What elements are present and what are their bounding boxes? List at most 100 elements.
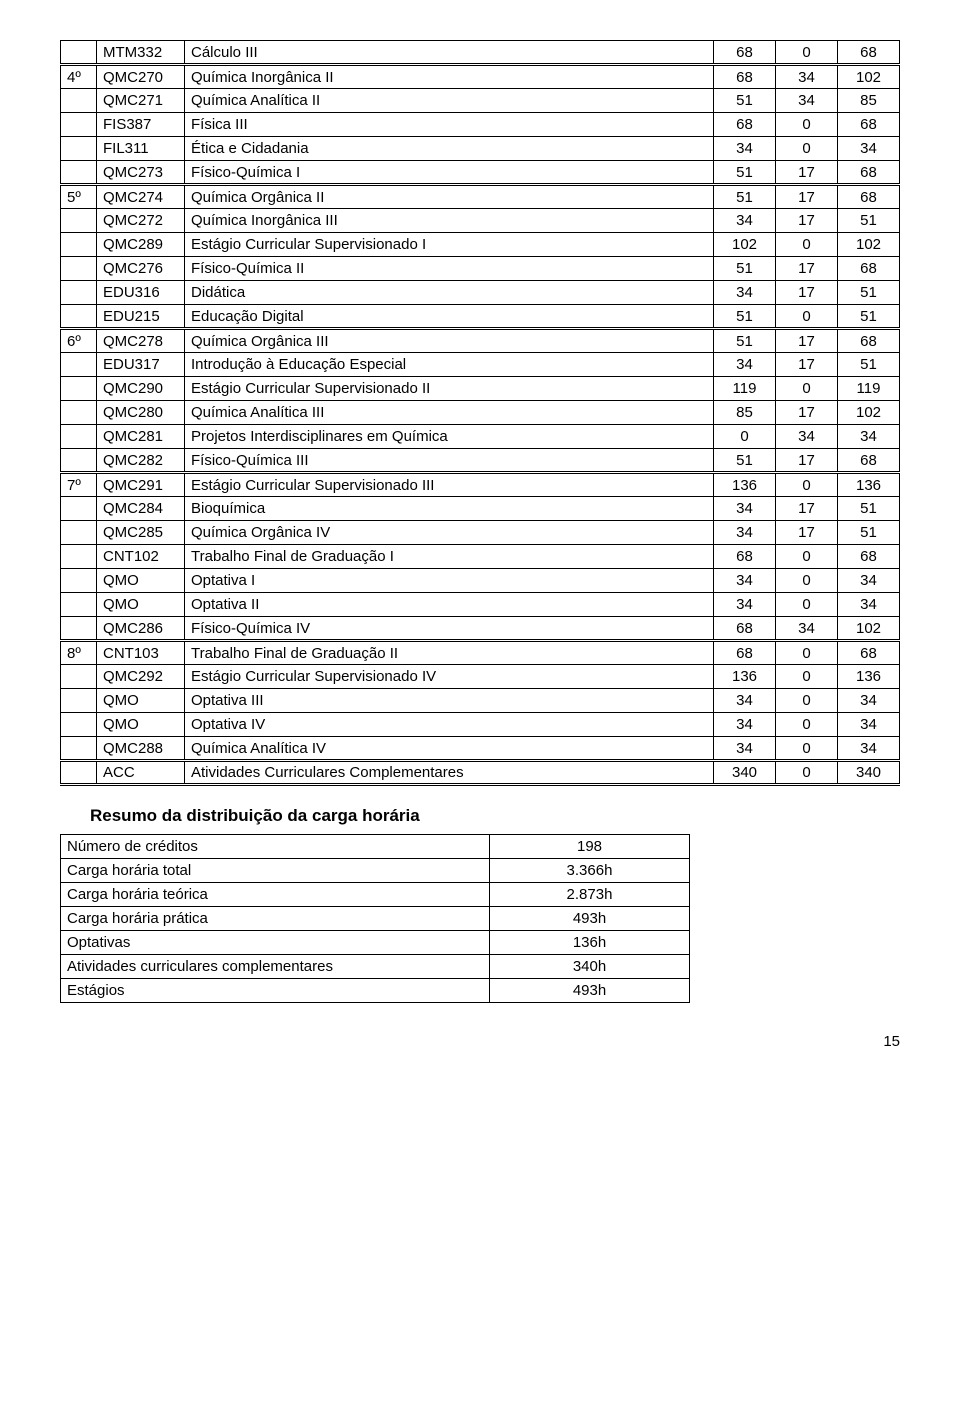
code-cell: QMO: [97, 593, 185, 617]
page-number: 15: [60, 1033, 900, 1050]
hours-3-cell: 136: [838, 473, 900, 497]
code-cell: QMC289: [97, 233, 185, 257]
hours-2-cell: 17: [776, 185, 838, 209]
hours-2-cell: 0: [776, 713, 838, 737]
hours-2-cell: 0: [776, 689, 838, 713]
hours-1-cell: 34: [714, 713, 776, 737]
name-cell: Química Orgânica II: [185, 185, 714, 209]
hours-3-cell: 102: [838, 617, 900, 641]
table-row: CNT102Trabalho Final de Graduação I68068: [61, 545, 900, 569]
code-cell: QMC270: [97, 65, 185, 89]
hours-1-cell: 51: [714, 449, 776, 473]
semester-cell: [61, 161, 97, 185]
hours-1-cell: 34: [714, 689, 776, 713]
code-cell: QMC271: [97, 89, 185, 113]
name-cell: Optativa III: [185, 689, 714, 713]
semester-cell: 6º: [61, 329, 97, 353]
hours-3-cell: 102: [838, 65, 900, 89]
hours-1-cell: 119: [714, 377, 776, 401]
code-cell: EDU316: [97, 281, 185, 305]
table-row: Número de créditos198: [61, 835, 690, 859]
hours-1-cell: 34: [714, 521, 776, 545]
semester-cell: [61, 689, 97, 713]
semester-cell: 5º: [61, 185, 97, 209]
semester-cell: [61, 713, 97, 737]
name-cell: Bioquímica: [185, 497, 714, 521]
hours-3-cell: 51: [838, 281, 900, 305]
summary-label-cell: Optativas: [61, 931, 490, 955]
code-cell: QMO: [97, 569, 185, 593]
hours-2-cell: 0: [776, 593, 838, 617]
summary-title: Resumo da distribuição da carga horária: [90, 806, 900, 826]
table-row: QMC272Química Inorgânica III341751: [61, 209, 900, 233]
hours-2-cell: 17: [776, 353, 838, 377]
semester-cell: [61, 209, 97, 233]
hours-3-cell: 85: [838, 89, 900, 113]
semester-cell: [61, 617, 97, 641]
table-row: QMC280Química Analítica III8517102: [61, 401, 900, 425]
hours-3-cell: 34: [838, 713, 900, 737]
hours-3-cell: 68: [838, 161, 900, 185]
hours-1-cell: 51: [714, 185, 776, 209]
summary-label-cell: Carga horária total: [61, 859, 490, 883]
table-row: EDU317Introdução à Educação Especial3417…: [61, 353, 900, 377]
hours-1-cell: 34: [714, 593, 776, 617]
code-cell: QMC280: [97, 401, 185, 425]
hours-1-cell: 34: [714, 209, 776, 233]
summary-value-cell: 493h: [490, 907, 690, 931]
hours-1-cell: 68: [714, 113, 776, 137]
code-cell: FIL311: [97, 137, 185, 161]
table-row: FIL311Ética e Cidadania34034: [61, 137, 900, 161]
code-cell: EDU215: [97, 305, 185, 329]
table-row: QMC282Físico-Química III511768: [61, 449, 900, 473]
summary-value-cell: 198: [490, 835, 690, 859]
table-row: EDU316Didática341751: [61, 281, 900, 305]
table-row: Optativas136h: [61, 931, 690, 955]
hours-1-cell: 34: [714, 281, 776, 305]
hours-1-cell: 51: [714, 305, 776, 329]
code-cell: QMC288: [97, 737, 185, 761]
semester-cell: 8º: [61, 641, 97, 665]
name-cell: Atividades Curriculares Complementares: [185, 761, 714, 785]
name-cell: Química Inorgânica III: [185, 209, 714, 233]
semester-cell: [61, 41, 97, 65]
name-cell: Físico-Química IV: [185, 617, 714, 641]
code-cell: QMC292: [97, 665, 185, 689]
hours-3-cell: 68: [838, 545, 900, 569]
table-row: 7ºQMC291Estágio Curricular Supervisionad…: [61, 473, 900, 497]
hours-2-cell: 17: [776, 209, 838, 233]
hours-1-cell: 34: [714, 569, 776, 593]
semester-cell: [61, 545, 97, 569]
code-cell: QMC278: [97, 329, 185, 353]
table-row: Carga horária teórica2.873h: [61, 883, 690, 907]
code-cell: QMC274: [97, 185, 185, 209]
hours-2-cell: 0: [776, 761, 838, 785]
table-row: QMC281Projetos Interdisciplinares em Quí…: [61, 425, 900, 449]
hours-3-cell: 51: [838, 497, 900, 521]
code-cell: EDU317: [97, 353, 185, 377]
name-cell: Química Analítica II: [185, 89, 714, 113]
semester-cell: 7º: [61, 473, 97, 497]
table-row: 8ºCNT103Trabalho Final de Graduação II68…: [61, 641, 900, 665]
name-cell: Introdução à Educação Especial: [185, 353, 714, 377]
hours-1-cell: 136: [714, 473, 776, 497]
hours-2-cell: 0: [776, 569, 838, 593]
hours-2-cell: 17: [776, 401, 838, 425]
hours-1-cell: 68: [714, 641, 776, 665]
summary-label-cell: Carga horária teórica: [61, 883, 490, 907]
table-row: QMC271Química Analítica II513485: [61, 89, 900, 113]
code-cell: QMC282: [97, 449, 185, 473]
code-cell: QMO: [97, 713, 185, 737]
hours-2-cell: 34: [776, 65, 838, 89]
table-row: QMOOptativa IV34034: [61, 713, 900, 737]
hours-3-cell: 51: [838, 353, 900, 377]
table-row: Carga horária prática493h: [61, 907, 690, 931]
hours-3-cell: 51: [838, 305, 900, 329]
semester-cell: [61, 89, 97, 113]
table-row: QMC289Estágio Curricular Supervisionado …: [61, 233, 900, 257]
hours-3-cell: 34: [838, 137, 900, 161]
table-row: QMOOptativa III34034: [61, 689, 900, 713]
semester-cell: [61, 305, 97, 329]
code-cell: QMC284: [97, 497, 185, 521]
name-cell: Química Orgânica III: [185, 329, 714, 353]
